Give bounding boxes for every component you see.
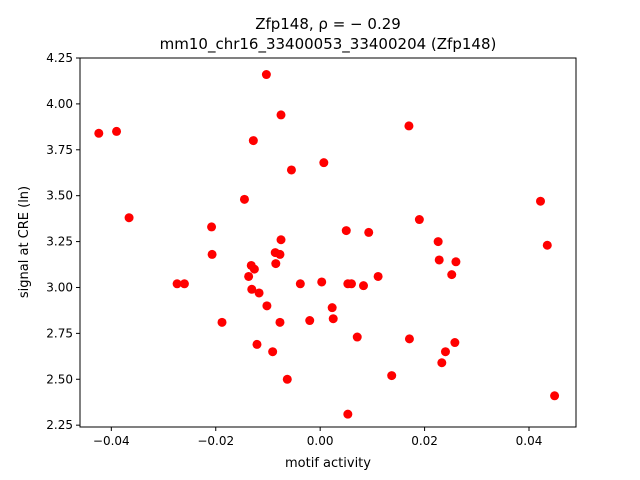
y-tick-label: 4.00 xyxy=(46,97,73,111)
y-tick-label: 3.00 xyxy=(46,280,73,294)
data-point-2 xyxy=(124,213,134,223)
y-tick-label: 4.25 xyxy=(46,51,73,65)
data-point-11 xyxy=(247,284,257,294)
y-tick-label: 2.75 xyxy=(46,326,73,340)
data-point-51 xyxy=(451,257,461,267)
data-point-31 xyxy=(327,303,337,313)
data-point-3 xyxy=(172,279,182,289)
x-tick-label: 0.04 xyxy=(516,434,543,448)
y-tick-label: 3.25 xyxy=(46,235,73,249)
chart-title-line1: Zfp148, ρ = − 0.29 xyxy=(255,15,401,33)
data-point-30 xyxy=(319,158,329,168)
data-point-12 xyxy=(248,136,258,146)
y-tick-label: 3.50 xyxy=(46,189,73,203)
x-tick-label: −0.04 xyxy=(93,434,130,448)
data-point-40 xyxy=(373,271,383,281)
data-point-35 xyxy=(343,409,353,419)
data-point-22 xyxy=(276,110,286,120)
data-point-44 xyxy=(414,215,424,225)
data-point-37 xyxy=(352,332,362,342)
data-point-23 xyxy=(276,235,286,245)
data-point-38 xyxy=(359,281,368,291)
data-point-9 xyxy=(244,271,254,281)
y-tick-label: 3.75 xyxy=(46,143,73,157)
data-point-28 xyxy=(305,316,315,326)
x-axis-label: motif activity xyxy=(285,456,371,471)
data-point-25 xyxy=(282,374,292,384)
data-point-21 xyxy=(275,249,285,259)
data-point-42 xyxy=(404,121,414,131)
data-point-16 xyxy=(261,70,271,80)
data-point-52 xyxy=(536,196,545,206)
x-tick-label: 0.02 xyxy=(411,434,438,448)
data-point-33 xyxy=(341,226,351,236)
data-point-29 xyxy=(317,277,327,287)
data-point-17 xyxy=(262,301,272,311)
x-axis: −0.04 −0.02 0.00 0.02 0.04 xyxy=(93,427,542,448)
data-point-45 xyxy=(433,237,443,247)
data-point-13 xyxy=(249,264,259,274)
data-point-53 xyxy=(542,240,552,250)
data-point-41 xyxy=(387,371,397,381)
data-point-50 xyxy=(450,338,460,348)
data-point-39 xyxy=(364,227,374,237)
data-point-48 xyxy=(440,347,450,357)
data-point-6 xyxy=(207,249,217,259)
data-point-8 xyxy=(239,194,249,204)
chart-title-line2: mm10_chr16_33400053_33400204 (Zfp148) xyxy=(160,35,497,54)
data-point-26 xyxy=(286,165,296,175)
data-point-24 xyxy=(275,317,285,327)
plot-area xyxy=(94,70,560,419)
data-point-5 xyxy=(207,222,217,232)
plot-frame xyxy=(79,57,577,428)
data-point-1 xyxy=(112,126,122,136)
data-point-18 xyxy=(268,347,278,357)
data-point-36 xyxy=(346,279,356,289)
y-axis: 2.25 2.50 2.75 3.00 3.25 3.50 3.75 4.00 4.25 xyxy=(46,51,80,432)
y-tick-label: 2.50 xyxy=(46,372,73,386)
data-point-43 xyxy=(404,334,414,344)
data-point-47 xyxy=(437,358,447,368)
data-point-15 xyxy=(254,288,264,298)
x-tick-label: 0.00 xyxy=(307,434,334,448)
y-axis-label: signal at CRE (ln) xyxy=(17,186,32,298)
data-point-27 xyxy=(295,279,305,289)
data-point-7 xyxy=(217,317,227,327)
data-point-32 xyxy=(328,314,338,324)
y-tick-label: 2.25 xyxy=(46,418,73,432)
data-point-49 xyxy=(447,270,457,280)
data-point-14 xyxy=(252,339,262,349)
data-point-20 xyxy=(271,259,281,269)
data-point-4 xyxy=(179,279,189,289)
data-point-0 xyxy=(94,128,104,138)
data-point-54 xyxy=(550,391,560,401)
x-tick-label: −0.02 xyxy=(197,434,234,448)
data-point-46 xyxy=(434,255,444,265)
